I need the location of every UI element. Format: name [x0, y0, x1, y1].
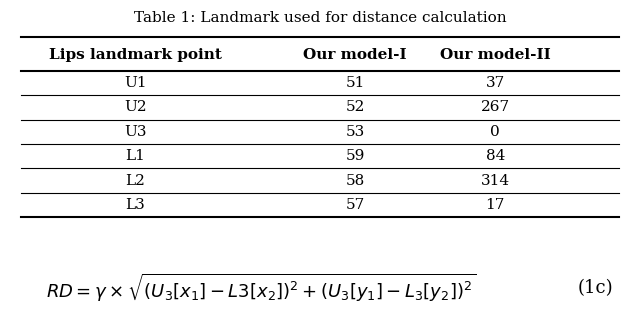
- Text: 53: 53: [346, 125, 365, 139]
- Text: 37: 37: [486, 76, 505, 90]
- Text: U1: U1: [124, 76, 147, 90]
- Text: 51: 51: [346, 76, 365, 90]
- Text: 52: 52: [346, 100, 365, 114]
- Text: (1c): (1c): [577, 279, 613, 297]
- Text: Lips landmark point: Lips landmark point: [49, 47, 221, 61]
- Text: 84: 84: [486, 149, 505, 163]
- Text: 17: 17: [486, 198, 505, 212]
- Text: Table 1: Landmark used for distance calculation: Table 1: Landmark used for distance calc…: [134, 11, 506, 25]
- Text: 58: 58: [346, 174, 365, 188]
- Text: 59: 59: [346, 149, 365, 163]
- Text: 314: 314: [481, 174, 510, 188]
- Text: Our model-I: Our model-I: [303, 47, 407, 61]
- Text: Our model-II: Our model-II: [440, 47, 550, 61]
- Text: L1: L1: [125, 149, 145, 163]
- Text: U3: U3: [124, 125, 147, 139]
- Text: $RD = \gamma \times \sqrt{(U_3[x_1] - L3[x_2])^2 + (U_3[y_1] - L_3[y_2])^2}$: $RD = \gamma \times \sqrt{(U_3[x_1] - L3…: [46, 272, 476, 304]
- Text: L3: L3: [125, 198, 145, 212]
- Text: 267: 267: [481, 100, 510, 114]
- Text: L2: L2: [125, 174, 145, 188]
- Text: 0: 0: [490, 125, 500, 139]
- Text: U2: U2: [124, 100, 147, 114]
- Text: 57: 57: [346, 198, 365, 212]
